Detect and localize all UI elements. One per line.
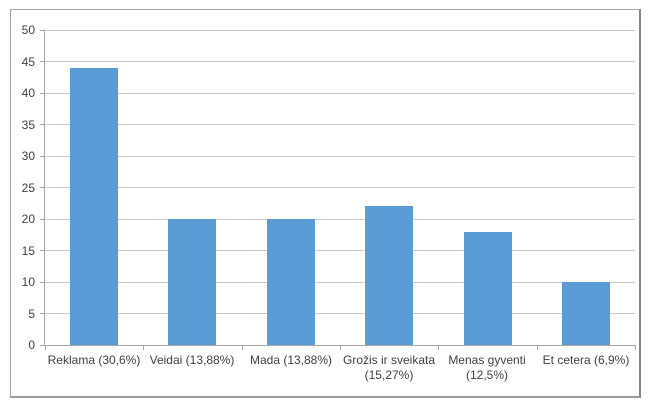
chart-frame [10,9,641,398]
